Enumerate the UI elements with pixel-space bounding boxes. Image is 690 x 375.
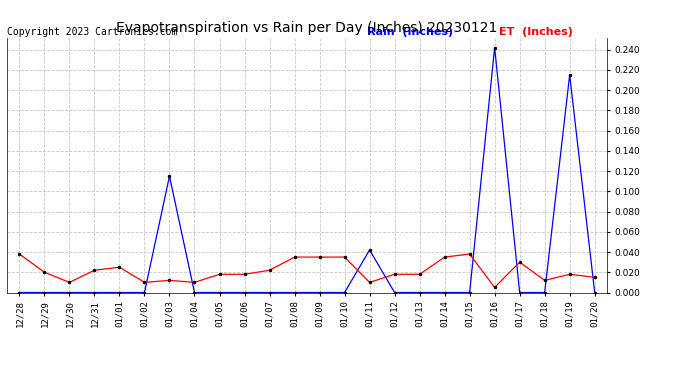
Line: Rain  (Inches): Rain (Inches) [17, 45, 597, 295]
ET  (Inches) [415, 272, 424, 276]
Rain  (Inches) [491, 45, 499, 50]
Rain  (Inches) [215, 290, 224, 295]
Rain  (Inches) [540, 290, 549, 295]
ET  (Inches) [190, 280, 199, 285]
Rain  (Inches) [340, 290, 348, 295]
ET  (Inches) [140, 280, 148, 285]
Rain  (Inches) [240, 290, 248, 295]
Rain  (Inches) [466, 290, 474, 295]
ET  (Inches) [215, 272, 224, 276]
ET  (Inches) [40, 270, 48, 274]
ET  (Inches) [466, 252, 474, 256]
ET  (Inches) [166, 278, 174, 283]
ET  (Inches) [15, 252, 23, 256]
ET  (Inches) [566, 272, 574, 276]
ET  (Inches) [515, 260, 524, 264]
Rain  (Inches) [190, 290, 199, 295]
ET  (Inches) [540, 278, 549, 283]
Rain  (Inches) [40, 290, 48, 295]
Rain  (Inches) [415, 290, 424, 295]
Rain  (Inches) [15, 290, 23, 295]
ET  (Inches) [115, 265, 124, 270]
Title: Evapotranspiration vs Rain per Day (Inches) 20230121: Evapotranspiration vs Rain per Day (Inch… [117, 21, 497, 35]
Rain  (Inches) [290, 290, 299, 295]
Rain  (Inches) [66, 290, 74, 295]
ET  (Inches) [340, 255, 348, 260]
ET  (Inches) [240, 272, 248, 276]
Rain  (Inches) [440, 290, 449, 295]
ET  (Inches) [440, 255, 449, 260]
Rain  (Inches) [391, 290, 399, 295]
Rain  (Inches) [266, 290, 274, 295]
ET  (Inches) [290, 255, 299, 260]
ET  (Inches) [315, 255, 324, 260]
ET  (Inches) [366, 280, 374, 285]
Rain  (Inches) [366, 248, 374, 252]
Rain  (Inches) [515, 290, 524, 295]
Line: ET  (Inches): ET (Inches) [17, 252, 597, 290]
Rain  (Inches) [591, 290, 599, 295]
ET  (Inches) [391, 272, 399, 276]
ET  (Inches) [591, 275, 599, 280]
Rain  (Inches) [140, 290, 148, 295]
Rain  (Inches) [90, 290, 99, 295]
Text: Copyright 2023 Cartronics.com: Copyright 2023 Cartronics.com [7, 27, 177, 37]
Text: Rain  (Inches): Rain (Inches) [367, 27, 453, 37]
Rain  (Inches) [315, 290, 324, 295]
Text: ET  (Inches): ET (Inches) [499, 27, 573, 37]
ET  (Inches) [266, 268, 274, 273]
ET  (Inches) [66, 280, 74, 285]
ET  (Inches) [90, 268, 99, 273]
Rain  (Inches) [115, 290, 124, 295]
Rain  (Inches) [166, 174, 174, 178]
ET  (Inches) [491, 285, 499, 290]
Rain  (Inches) [566, 73, 574, 77]
